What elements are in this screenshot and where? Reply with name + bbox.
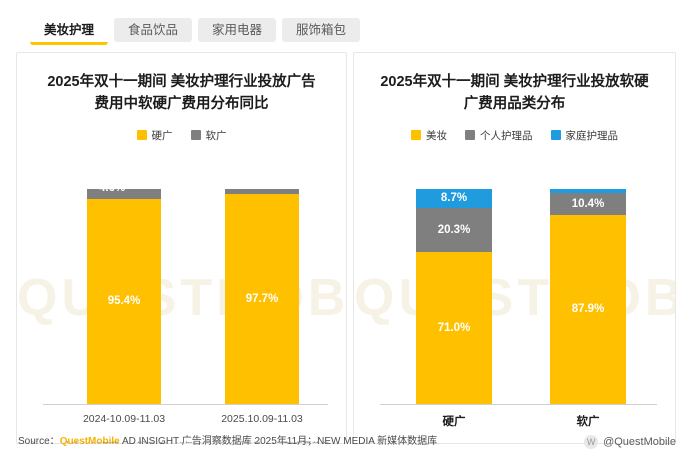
tab-apparel-bags[interactable]: 服饰箱包 [282,18,361,42]
bar-segment-personal-care: 20.3% [416,207,492,252]
right-chart-legend: 美妆 个人护理品 家庭护理品 [354,128,675,143]
right-chart-plot: 8.7% 20.3% 71.0% 10.4% 87.9% 1.7% [354,153,675,405]
x-axis-line [380,403,657,405]
bar-column: 8.7% 20.3% 71.0% [416,188,492,404]
bar-value-label: 10.4% [571,197,605,210]
tab-beauty-care[interactable]: 美妆护理 [30,18,109,45]
source-label: Source： [18,436,60,447]
bar-column: 95.4% [87,188,161,404]
bar-segment-soft [87,188,161,199]
x-tick-label: 2025.10.09-11.03 [221,412,303,425]
chart-panel-right: QUESTMOBILE 2025年双十一期间 美妆护理行业投放软硬广费用品类分布… [353,52,676,444]
legend-item-personal-care: 个人护理品 [465,128,533,143]
left-chart-plot: 95.4% 4.6% 97.7% 2.3% [17,153,346,405]
legend-swatch-icon [190,130,201,141]
source-text: AD INSIGHT 广告洞察数据库 2025年11月；NEW MEDIA 新媒… [121,436,438,447]
left-chart-footnote: 注：1、本次2025年双十一期间指2025年10月9日-11月3日；2、软广覆盖… [31,439,332,443]
tab-food-beverage[interactable]: 食品饮品 [114,18,193,42]
weibo-icon: W [584,435,599,449]
tab-home-appliance[interactable]: 家用电器 [198,18,277,42]
right-chart-title: 2025年双十一期间 美妆护理行业投放软硬广费用品类分布 [380,74,649,113]
bar-value-label: 71.0% [437,321,471,334]
bar-column: 10.4% 87.9% [550,188,626,404]
left-chart-legend: 硬广 软广 [17,128,346,143]
legend-swatch-icon [136,130,147,141]
weibo-handle: @QuestMobile [603,436,676,448]
legend-item-beauty: 美妆 [411,128,447,143]
bar-segment-hard: 95.4% [87,198,161,404]
source-brand: QuestMobile [59,436,120,447]
x-axis-line [43,403,328,405]
source-footer: Source：QuestMobile AD INSIGHT 广告洞察数据库 20… [18,432,437,447]
legend-swatch-icon [550,130,561,141]
bar-column: 97.7% [225,188,299,404]
left-chart-title: 2025年双十一期间 美妆护理行业投放广告费用中软硬广费用分布同比 [47,74,316,113]
left-x-tick-labels: 2024-10.09-11.03 2025.10.09-11.03 [17,413,346,429]
bar-segment-hard: 97.7% [225,193,299,404]
legend-swatch-icon [465,130,475,141]
category-tabs: 美妆护理 食品饮品 家用电器 服饰箱包 [30,18,361,45]
bar-value-label: 97.7% [245,292,279,305]
bar-value-label: 87.9% [571,303,605,316]
x-tick-label: 软广 [576,415,600,428]
bar-value-label-soft: 4.6% [99,181,126,194]
bar-segment-personal-care: 10.4% [550,192,626,215]
legend-item-home-care: 家庭护理品 [550,128,619,143]
legend-item-hard-ad: 硬广 [136,128,173,143]
x-tick-label: 硬广 [442,415,466,428]
right-x-tick-labels: 硬广 软广 [354,413,675,429]
bar-value-label: 8.7% [440,192,468,205]
bar-segment-soft [225,188,299,194]
bar-segment-home-care: 8.7% [416,188,492,208]
bar-value-label-soft: 2.3% [239,178,266,191]
legend-label: 美妆 [426,129,447,142]
bar-segment-beauty: 71.0% [416,251,492,404]
bar-value-label: 20.3% [437,223,471,236]
legend-swatch-icon [411,130,421,141]
bar-segment-home-care [550,188,626,193]
weibo-credit: W @QuestMobile [584,435,676,449]
bar-value-label: 95.4% [107,295,141,308]
legend-label: 家庭护理品 [565,129,619,142]
chart-panel-left: QUESTMOBILE 2025年双十一期间 美妆护理行业投放广告费用中软硬广费… [16,52,347,444]
legend-label: 硬广 [151,129,173,142]
legend-label: 软广 [205,129,227,142]
bar-segment-beauty: 87.9% [550,214,626,404]
x-tick-label: 2024-10.09-11.03 [82,412,166,425]
legend-label: 个人护理品 [480,129,533,142]
bar-value-label-home-care: 1.7% [566,178,593,191]
legend-item-soft-ad: 软广 [190,128,227,143]
